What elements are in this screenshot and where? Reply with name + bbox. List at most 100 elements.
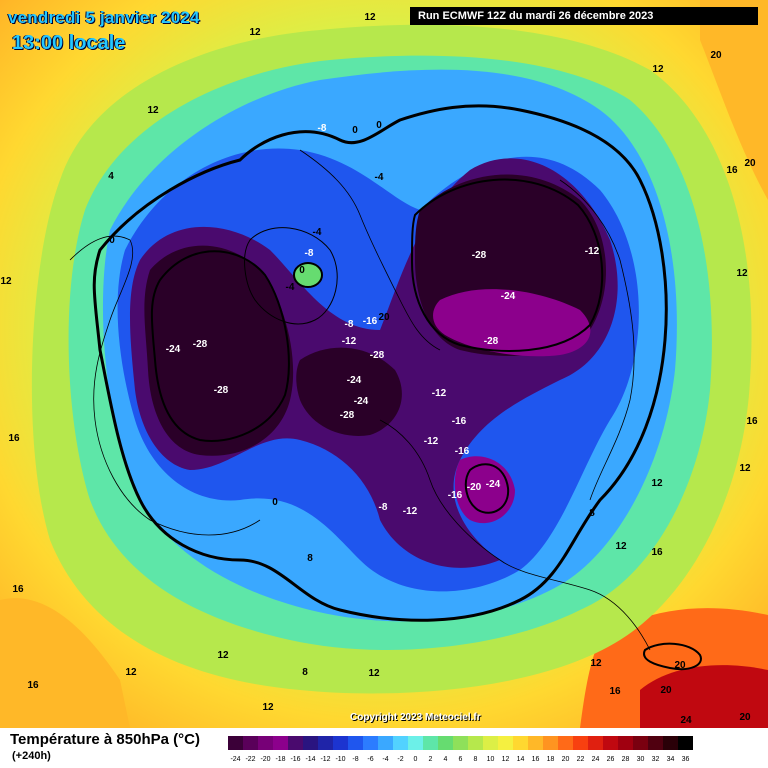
coastline-asia — [559, 179, 635, 501]
legend-tick: 2 — [429, 756, 433, 763]
legend-swatch — [528, 736, 543, 750]
legend-swatch — [543, 736, 558, 750]
variable-title: Température à 850hPa (°C) — [10, 731, 200, 748]
isotherm-label: 0 — [109, 235, 115, 246]
isotherm-southeast — [643, 642, 702, 671]
legend-tick: 8 — [474, 756, 478, 763]
isotherm-label: 12 — [651, 478, 663, 489]
legend-tick: -24 — [230, 756, 240, 763]
legend-tick: 20 — [562, 756, 570, 763]
legend-tick: 18 — [547, 756, 555, 763]
isotherm-label: 12 — [368, 668, 380, 679]
legend-tick: -4 — [382, 756, 388, 763]
isotherm-label: -8 — [305, 248, 314, 259]
isotherm-label: 0 — [376, 120, 382, 131]
isotherm-label: -24 — [166, 344, 181, 355]
arctic-core — [144, 174, 607, 456]
isotherm-label: 20 — [674, 660, 686, 671]
isotherm-label: -20 — [467, 482, 482, 493]
isotherm-label: 8 — [589, 508, 595, 519]
legend-tick: 28 — [622, 756, 630, 763]
isotherm-label: 12 — [739, 463, 751, 474]
forecast-time: 13:00 locale — [12, 32, 126, 54]
isotherm-label: 12 — [147, 105, 159, 116]
warm-zone-southwest — [0, 598, 130, 728]
arctic-core-magenta — [433, 289, 591, 524]
legend-tick: -16 — [290, 756, 300, 763]
legend-swatch — [408, 736, 423, 750]
legend-swatch — [318, 736, 333, 750]
legend-tick: 36 — [682, 756, 690, 763]
coastline-arctic — [299, 149, 441, 351]
isotherm-label: -12 — [424, 436, 439, 447]
legend-tick: -14 — [305, 756, 315, 763]
legend-tick: 6 — [459, 756, 463, 763]
isotherm-label: 20 — [378, 312, 390, 323]
isotherm-label: 12 — [249, 27, 261, 38]
color-scale-legend: -24 -22 -20 -18 -16 -14 -12 -10 -8 -6 -4 -2 0 2 4 6 8 10 1… — [228, 736, 693, 763]
legend-tick: -2 — [397, 756, 403, 763]
isotherm-label: -16 — [455, 446, 470, 457]
isotherm-label: -24 — [501, 291, 516, 302]
isotherm-label: -12 — [403, 506, 418, 517]
legend-swatch — [453, 736, 468, 750]
legend-swatch — [678, 736, 693, 750]
legend-tick: 22 — [577, 756, 585, 763]
model-run-banner: Run ECMWF 12Z du mardi 26 décembre 2023 — [410, 7, 758, 25]
isotherm-label: -24 — [347, 375, 362, 386]
legend-swatch — [303, 736, 318, 750]
isotherm-label: -16 — [363, 316, 378, 327]
isotherm-label: 0 — [299, 265, 305, 276]
coastline-europe — [379, 419, 651, 651]
legend-tick: 4 — [444, 756, 448, 763]
isotherm-label: -8 — [318, 123, 327, 134]
legend-tick: 26 — [607, 756, 615, 763]
legend-tick: -20 — [260, 756, 270, 763]
legend-tick: -6 — [367, 756, 373, 763]
legend-tick: 0 — [414, 756, 418, 763]
legend-swatch — [498, 736, 513, 750]
legend-swatch — [363, 736, 378, 750]
isotherm-label: 0 — [352, 125, 358, 136]
hot-zone-southeast — [640, 665, 768, 728]
isotherm-label: 16 — [8, 433, 20, 444]
legend-swatch — [333, 736, 348, 750]
legend-swatch — [348, 736, 363, 750]
legend-swatch — [633, 736, 648, 750]
isotherm-label: 0 — [272, 497, 278, 508]
isotherm-label: 12 — [217, 650, 229, 661]
coastline-north-america — [69, 235, 261, 536]
isotherm-label: 20 — [710, 50, 722, 61]
copyright-notice: Copyright 2023 Meteociel.fr — [350, 712, 481, 723]
isotherm-label: -4 — [375, 172, 384, 183]
isotherm-label: -12 — [432, 388, 447, 399]
isotherm-cold — [150, 178, 604, 442]
isotherm-label: 16 — [651, 547, 663, 558]
legend-swatch — [468, 736, 483, 750]
legend-swatch — [558, 736, 573, 750]
isotherm-label: 24 — [680, 715, 692, 726]
legend-tick: -22 — [245, 756, 255, 763]
isotherm-label: 12 — [262, 702, 274, 713]
isotherm-label: -28 — [370, 350, 385, 361]
legend-tick: -8 — [352, 756, 358, 763]
legend-swatch — [648, 736, 663, 750]
isotherm-zero — [92, 104, 668, 622]
lead-time: (+240h) — [12, 750, 51, 762]
legend-swatch — [423, 736, 438, 750]
legend-swatch — [228, 736, 243, 750]
legend-swatch — [588, 736, 603, 750]
isotherm-label: 12 — [652, 64, 664, 75]
isotherm-label: 16 — [12, 584, 24, 595]
isotherm-label: 16 — [609, 686, 621, 697]
legend-swatch — [243, 736, 258, 750]
legend-tick: -18 — [275, 756, 285, 763]
legend-swatch — [393, 736, 408, 750]
legend-swatch — [258, 736, 273, 750]
isotherm-label: 20 — [660, 685, 672, 696]
legend-tick: 12 — [502, 756, 510, 763]
legend-swatch — [438, 736, 453, 750]
legend-tick: 16 — [532, 756, 540, 763]
legend-tick: 10 — [487, 756, 495, 763]
